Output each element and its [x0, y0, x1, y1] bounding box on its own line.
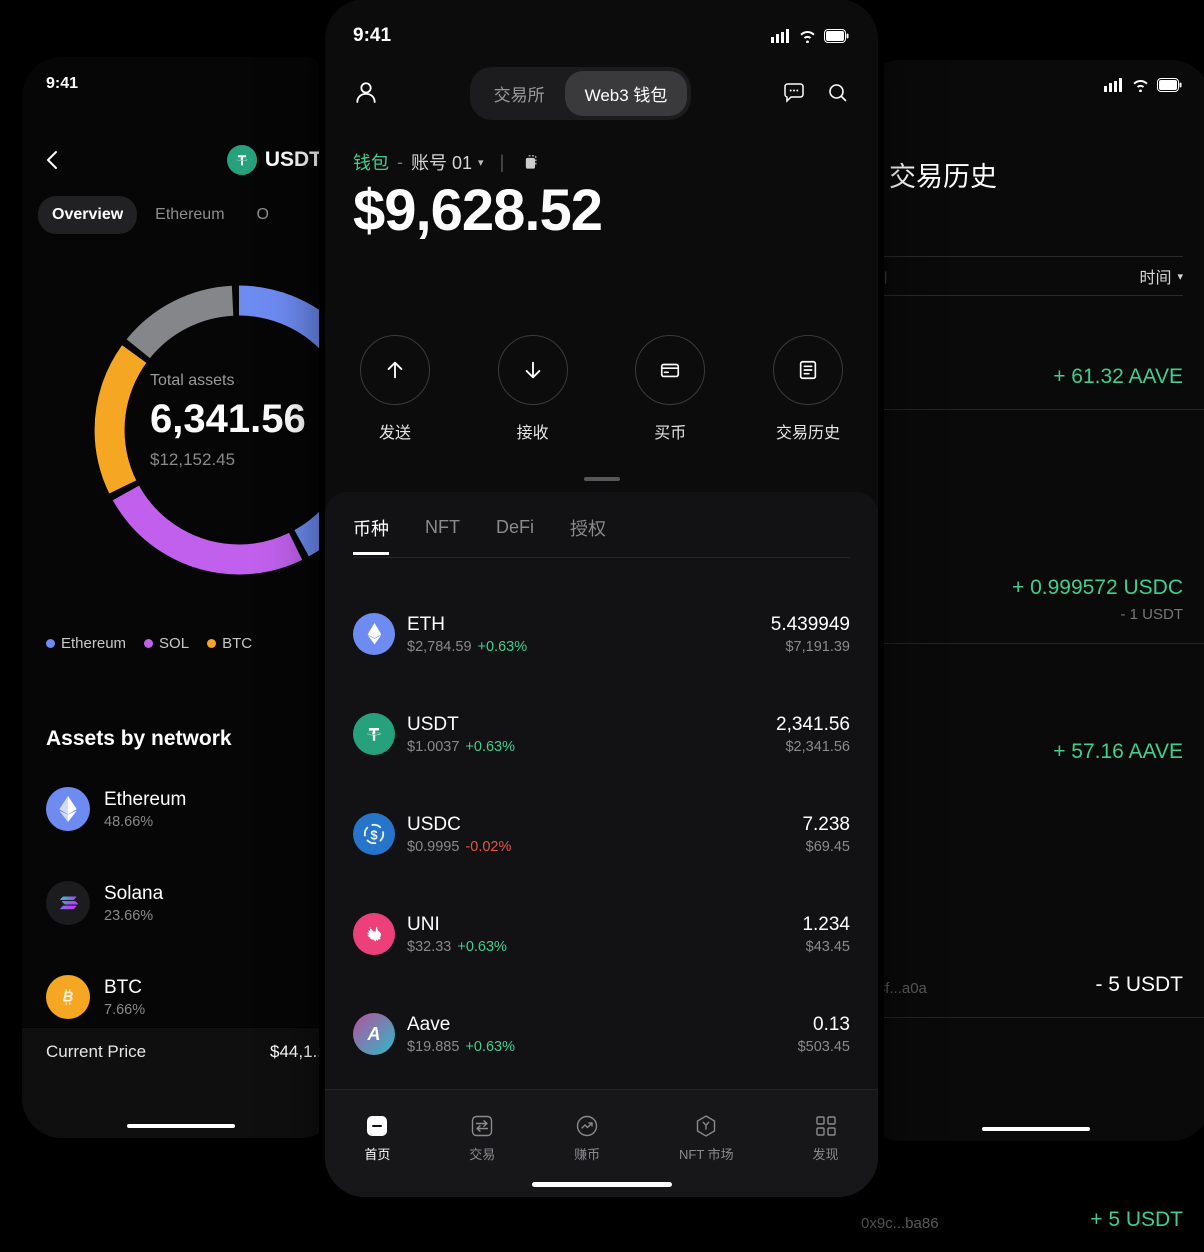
svg-text:$: $ — [370, 828, 378, 843]
svg-text:B: B — [63, 990, 74, 1006]
